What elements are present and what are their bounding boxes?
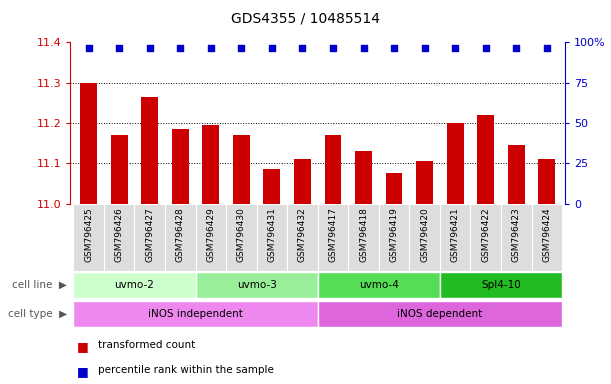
Point (420, 45, 430, 51)
Text: GSM796427: GSM796427 (145, 207, 154, 262)
Bar (416, 161, 433, 204)
Text: GSM796423: GSM796423 (512, 207, 521, 262)
Text: GSM796426: GSM796426 (115, 207, 123, 262)
Text: uvmo-2: uvmo-2 (114, 280, 155, 290)
Bar (508, 145, 525, 204)
Point (298, 45, 307, 51)
Bar (324, 135, 342, 204)
Text: transformed count: transformed count (98, 340, 195, 350)
Text: iNOS dependent: iNOS dependent (397, 309, 483, 319)
Text: uvmo-3: uvmo-3 (236, 280, 277, 290)
Point (359, 45, 368, 51)
Text: GSM796431: GSM796431 (268, 207, 276, 262)
Bar (111, 135, 128, 204)
Text: ■: ■ (76, 365, 88, 378)
Bar (386, 173, 403, 204)
Point (450, 45, 460, 51)
Bar (440, 204, 470, 271)
Point (206, 45, 216, 51)
Bar (202, 125, 219, 204)
Bar (318, 204, 348, 271)
Text: GSM796429: GSM796429 (207, 207, 215, 262)
Bar (440, 272, 562, 298)
Point (511, 45, 521, 51)
Text: GSM796432: GSM796432 (298, 207, 307, 262)
Text: GDS4355 / 10485514: GDS4355 / 10485514 (231, 12, 380, 25)
Bar (470, 204, 501, 271)
Bar (501, 204, 532, 271)
Text: ■: ■ (76, 340, 88, 353)
Text: GSM796424: GSM796424 (543, 207, 551, 262)
Text: iNOS independent: iNOS independent (148, 309, 243, 319)
Bar (287, 204, 318, 271)
Bar (80, 83, 97, 204)
Text: GSM796421: GSM796421 (451, 207, 459, 262)
Text: GSM796419: GSM796419 (390, 207, 398, 262)
Text: GSM796422: GSM796422 (481, 207, 490, 262)
Bar (263, 169, 280, 204)
Bar (141, 97, 158, 204)
Bar (318, 272, 440, 298)
Bar (165, 204, 196, 271)
Bar (134, 204, 165, 271)
Bar (73, 301, 318, 327)
Bar (257, 204, 287, 271)
Point (236, 45, 246, 51)
Text: uvmo-4: uvmo-4 (359, 280, 399, 290)
Text: Spl4-10: Spl4-10 (481, 280, 521, 290)
Text: GSM796425: GSM796425 (84, 207, 93, 262)
Bar (172, 129, 189, 204)
Point (145, 45, 155, 51)
Point (542, 45, 552, 51)
Text: GSM796418: GSM796418 (359, 207, 368, 262)
Bar (532, 204, 562, 271)
Point (328, 45, 338, 51)
Point (84, 45, 93, 51)
Bar (477, 115, 494, 204)
Bar (104, 204, 134, 271)
Point (389, 45, 399, 51)
Point (481, 45, 491, 51)
Bar (379, 204, 409, 271)
Bar (73, 272, 196, 298)
Text: cell type  ▶: cell type ▶ (8, 309, 67, 319)
Point (175, 45, 185, 51)
Bar (196, 204, 226, 271)
Bar (196, 272, 318, 298)
Text: GSM796428: GSM796428 (176, 207, 185, 262)
Bar (447, 123, 464, 204)
Bar (73, 204, 104, 271)
Text: cell line  ▶: cell line ▶ (12, 280, 67, 290)
Bar (233, 135, 250, 204)
Bar (348, 204, 379, 271)
Bar (318, 301, 562, 327)
Point (267, 45, 277, 51)
Bar (409, 204, 440, 271)
Text: GSM796430: GSM796430 (237, 207, 246, 262)
Bar (538, 159, 555, 204)
Bar (226, 204, 257, 271)
Point (114, 45, 124, 51)
Bar (355, 151, 372, 204)
Bar (294, 159, 311, 204)
Text: GSM796420: GSM796420 (420, 207, 429, 262)
Text: GSM796417: GSM796417 (329, 207, 337, 262)
Text: percentile rank within the sample: percentile rank within the sample (98, 365, 274, 375)
